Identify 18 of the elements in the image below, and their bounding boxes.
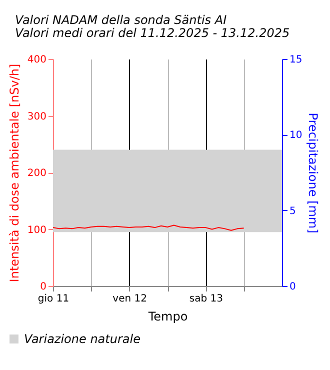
- y2-tick-label: 5: [290, 206, 296, 217]
- y-tick-label: 100: [27, 224, 46, 236]
- legend-label: Variazione naturale: [24, 332, 140, 346]
- y-tick-label: 0: [40, 282, 46, 292]
- y-tick-label: 400: [27, 54, 46, 66]
- y2-tick-label: 10: [290, 130, 302, 142]
- x-tick-label: ven 12: [112, 294, 147, 304]
- x-tick-label: sab 13: [189, 294, 223, 304]
- y2-axis-title: Precipitazione [mm]: [306, 112, 320, 234]
- y2-tick-label: 15: [290, 54, 302, 66]
- x-axis-title: Tempo: [147, 310, 188, 324]
- y-tick-label: 200: [27, 168, 46, 179]
- x-tick-label: gio 11: [38, 294, 70, 304]
- chart-subtitle: Valori medi orari del 11.12.2025 - 13.12.2025: [15, 26, 290, 40]
- chart-title: Valori NADAM della sonda Säntis AI: [15, 13, 228, 27]
- y-axis-title: Intensità di dose ambientale [nSv/h]: [7, 64, 22, 282]
- y2-tick-label: 0: [290, 282, 296, 292]
- y-tick-label: 300: [27, 111, 46, 122]
